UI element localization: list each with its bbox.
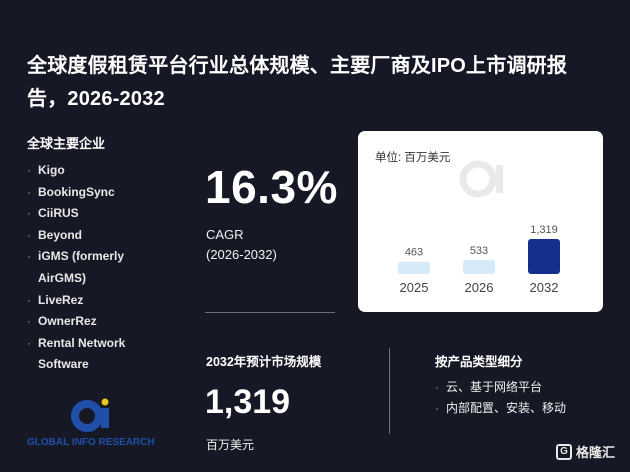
bullet-icon: · [27,335,31,350]
cagr-label: CAGR (2026-2032) [206,225,277,265]
segment-list: · 云、基于网络平台 · 内部配置、安装、移动 [435,377,566,419]
list-item: · iGMS (formerly AirGMS) [27,246,153,289]
company-name: OwnerRez [38,314,97,329]
x-tick-label: 2025 [400,280,429,295]
bullet-icon: · [435,401,439,415]
market-size-unit: 百万美元 [206,438,255,452]
x-tick-label: 2026 [465,280,494,295]
segment-name: 内部配置、安装、移动 [446,401,567,415]
chart-unit-label: 单位: 百万美元 [375,150,451,164]
company-name: iGMS (formerly AirGMS) [38,249,125,285]
logo-mark-dot [101,398,109,406]
market-size-heading: 2032年预计市场规模 [206,355,322,369]
company-name: BookingSync [38,184,115,199]
bar-value-label: 463 [405,247,423,259]
chart-card: 单位: 百万美元 463 2025 533 2026 1,319 2032 [358,131,603,312]
logo-text: GLOBAL INFO RESEARCH [27,437,155,448]
bar-chart: 单位: 百万美元 463 2025 533 2026 1,319 2032 [375,150,560,295]
watermark-logo [459,160,503,198]
cagr-period: (2026-2032) [206,247,277,262]
divider [205,312,335,313]
market-size-value: 1,319 [205,383,291,421]
chart-bar [398,261,430,274]
divider [389,348,390,434]
brand-icon: G [556,443,572,460]
logo: GLOBAL INFO RESEARCH [27,398,155,448]
list-item: · LiveRez [27,290,153,312]
list-item: · OwnerRez [27,311,153,333]
bullet-icon: · [27,206,31,221]
list-item: · CiiRUS [27,203,153,225]
page-title: 全球度假租赁平台行业总体规模、主要厂商及IPO上市调研报告，2026-2032 [27,55,568,110]
bullet-icon: · [27,163,31,177]
list-item: · BookingSync [27,182,153,204]
company-list: · Kigo · BookingSync · CiiRUS · Beyond · iGMS… [27,160,153,376]
list-item: · Beyond [27,225,153,247]
brand-watermark: G 格隆汇 [556,442,615,461]
logo-mark-bar [101,408,109,428]
companies-heading: 全球主要企业 [27,136,106,151]
company-name: CiiRUS [38,206,79,221]
chart-bar [463,259,495,274]
bullet-icon: · [27,292,31,307]
chart-bar [528,239,560,274]
x-tick-label: 2032 [530,280,559,295]
segment-heading: 按产品类型细分 [435,355,523,369]
company-name: Rental Network Software [38,335,126,372]
brand-name: 格隆汇 [576,445,616,460]
bullet-icon: · [27,249,31,264]
list-item: · 云、基于网络平台 [435,377,566,398]
list-item: · 内部配置、安装、移动 [435,398,566,419]
bullet-icon: · [435,380,439,394]
bar-value-label: 533 [470,245,488,257]
list-item: · Rental Network Software [27,333,153,376]
company-name: LiveRez [38,292,84,307]
bullet-icon: · [27,227,31,242]
company-name: Kigo [38,163,65,177]
cagr-label-text: CAGR [206,227,244,242]
company-name: Beyond [38,227,83,242]
list-item: · Kigo [27,160,153,182]
segment-name: 云、基于网络平台 [446,380,543,394]
bullet-icon: · [27,184,31,199]
bullet-icon: · [27,314,31,329]
bar-value-label: 1,319 [530,224,558,236]
logo-mark-icon [71,400,103,432]
cagr-value: 16.3% [205,161,338,213]
